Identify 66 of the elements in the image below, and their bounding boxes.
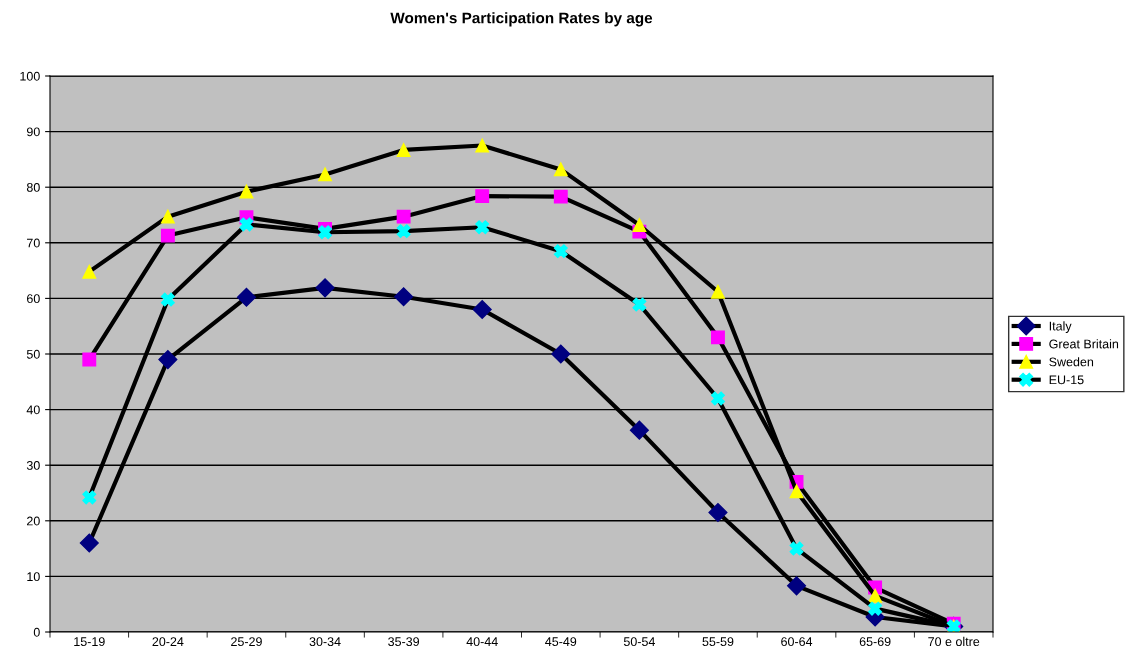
- point: [160, 209, 175, 224]
- legend-label: Sweden: [1049, 357, 1094, 367]
- point: [551, 344, 571, 364]
- legend-label: EU-15: [1049, 375, 1084, 385]
- point: [868, 588, 883, 603]
- chart-title: Women's Participation Rates by age: [390, 12, 653, 27]
- point: [318, 167, 332, 182]
- point: [394, 287, 414, 307]
- point: [239, 217, 254, 232]
- point: [318, 225, 332, 240]
- y-tick-label: 40: [26, 405, 40, 415]
- y-tick-label: 100: [20, 71, 40, 81]
- x-tick-label: 50-54: [623, 637, 655, 647]
- x-tick-label: 30-34: [309, 637, 341, 647]
- x-tick-label: 40-44: [466, 637, 498, 647]
- point: [160, 228, 175, 243]
- y-tick-label: 20: [27, 516, 40, 526]
- point: [315, 278, 335, 298]
- y-tick-label: 70: [27, 238, 40, 248]
- x-tick-label: 60-64: [781, 637, 813, 647]
- point: [396, 209, 411, 224]
- point: [711, 391, 725, 406]
- point: [553, 189, 568, 204]
- point: [82, 352, 97, 367]
- point: [787, 576, 807, 596]
- y-tick-label: 60: [27, 294, 40, 304]
- point: [789, 484, 804, 499]
- x-tick-label: 25-29: [231, 637, 262, 647]
- point: [396, 224, 411, 239]
- x-tick-label: 55-59: [702, 637, 734, 647]
- y-tick-label: 0: [33, 627, 40, 637]
- point: [629, 420, 649, 440]
- x-tick-label: 15-19: [74, 637, 105, 647]
- point: [236, 287, 256, 307]
- x-tick-label: 70 e oltre: [928, 636, 980, 647]
- point: [472, 299, 492, 320]
- point: [239, 184, 254, 199]
- x-tick-label: 20-24: [152, 637, 184, 647]
- point: [158, 350, 178, 370]
- x-tick-label: 45-49: [545, 637, 577, 647]
- y-tick-label: 10: [27, 572, 40, 582]
- point: [396, 143, 411, 157]
- legend-label: Great Britain: [1049, 339, 1119, 349]
- point: [160, 292, 175, 307]
- point: [79, 533, 99, 553]
- point: [708, 502, 728, 522]
- point: [475, 138, 490, 153]
- y-tick-label: 80: [26, 183, 40, 192]
- y-tick-label: 50: [26, 349, 40, 359]
- point: [475, 189, 490, 204]
- point: [553, 244, 568, 259]
- y-tick-label: 90: [26, 127, 40, 137]
- point: [632, 297, 647, 312]
- x-tick-label: 35-39: [388, 637, 420, 647]
- point: [82, 490, 97, 505]
- point: [711, 330, 725, 345]
- point: [553, 162, 568, 177]
- x-tick-label: 65-69: [859, 637, 891, 647]
- point: [868, 601, 883, 616]
- legend-label: Italy: [1049, 321, 1072, 333]
- y-tick-label: 30: [26, 461, 40, 470]
- point: [82, 264, 97, 279]
- point: [789, 541, 804, 556]
- point: [711, 284, 725, 299]
- point: [475, 220, 490, 235]
- point: [632, 218, 647, 232]
